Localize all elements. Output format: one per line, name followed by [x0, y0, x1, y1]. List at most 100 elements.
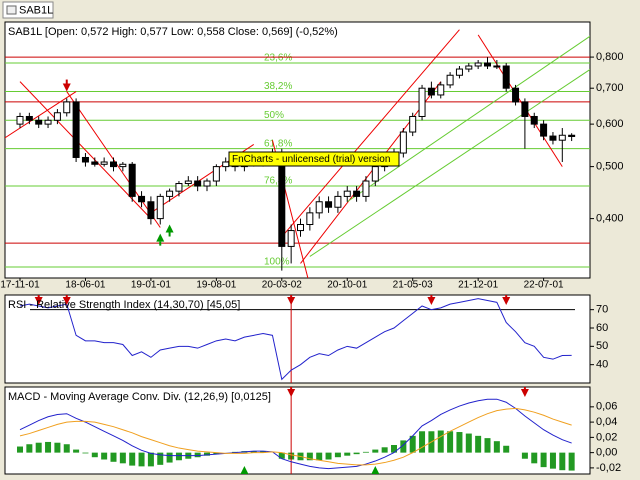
candle-body — [558, 134, 566, 141]
x-tick-label: 18-06-01 — [65, 280, 105, 291]
candle-body — [334, 195, 342, 208]
candle-body — [53, 112, 61, 121]
candle-body — [446, 74, 454, 86]
candle-body — [530, 115, 538, 125]
candle-body — [409, 115, 417, 133]
histogram-bar — [540, 452, 547, 468]
histogram-bar — [475, 435, 482, 453]
histogram-bar — [250, 451, 257, 453]
histogram-bar — [147, 452, 154, 467]
candle-body — [549, 135, 557, 141]
histogram-bar — [213, 452, 220, 455]
y-tick-label: 0,06 — [596, 401, 617, 413]
histogram-bar — [316, 452, 323, 461]
histogram-bar — [175, 452, 182, 461]
y-tick-label: 50 — [596, 340, 608, 352]
candle-body — [287, 230, 295, 247]
candle-body — [25, 115, 33, 121]
candle-body — [119, 163, 127, 168]
tab-label: SAB1L — [19, 4, 53, 16]
histogram-bar — [157, 452, 164, 465]
fib-label: 23,6% — [264, 53, 292, 64]
signal-arrow — [371, 466, 380, 474]
histogram-bar — [484, 438, 491, 453]
histogram-bar — [138, 452, 145, 467]
signal-arrow — [427, 297, 436, 305]
histogram-bar — [260, 451, 267, 453]
candle-body — [371, 166, 379, 182]
histogram-bar — [306, 452, 313, 461]
histogram-bar — [353, 452, 360, 455]
y-tick-label: 0,500 — [596, 161, 624, 173]
x-tick-label: 21-05-03 — [393, 280, 433, 291]
y-tick-label: 0,00 — [596, 447, 617, 459]
histogram-bar — [362, 451, 369, 453]
histogram-bar — [204, 452, 210, 456]
signal-arrow — [502, 297, 511, 305]
candle-body — [353, 190, 361, 197]
histogram-bar — [45, 441, 52, 453]
histogram-bar — [26, 444, 33, 453]
signal-arrow — [287, 389, 296, 397]
candle-body — [418, 87, 426, 117]
candle-body — [278, 152, 286, 247]
candle-body — [100, 161, 108, 165]
y-tick-label: 70 — [596, 304, 608, 316]
histogram-bar — [531, 452, 538, 464]
x-tick-label: 20-03-02 — [262, 280, 302, 291]
x-tick-label: 20-10-01 — [327, 280, 367, 291]
candle-body — [156, 195, 164, 220]
candle-body — [493, 65, 501, 68]
candle-body — [540, 123, 548, 137]
candle-body — [427, 87, 435, 96]
panel-title: RSI - Relative Strength Index (14,30,70)… — [8, 299, 240, 311]
histogram-bar — [119, 452, 126, 464]
trendline — [309, 68, 590, 257]
candle-body — [63, 101, 71, 114]
candle-body — [399, 131, 407, 154]
fib-label: 100% — [264, 257, 290, 268]
trendline — [300, 81, 442, 264]
trendline — [281, 29, 460, 238]
histogram-bar — [503, 445, 510, 453]
histogram-bar — [344, 452, 351, 456]
histogram-bar — [456, 432, 463, 453]
candle-body — [110, 161, 117, 168]
y-tick-label: -0,02 — [596, 462, 621, 474]
histogram-bar — [54, 442, 61, 453]
macd-line — [19, 398, 572, 470]
fib-label: 76,4% — [264, 176, 292, 187]
macd-plot — [17, 387, 575, 474]
histogram-bar — [437, 430, 444, 453]
rsi-plot — [19, 295, 575, 383]
fib-label: 61,8% — [264, 138, 292, 149]
histogram-bar — [568, 452, 575, 471]
signal-arrow — [165, 224, 174, 233]
histogram-bar — [82, 452, 89, 454]
histogram-bar — [465, 433, 472, 453]
panel-title: SAB1L [Open: 0,572 High: 0,577 Low: 0,55… — [8, 26, 338, 38]
candle-body — [166, 190, 174, 197]
histogram-bar — [409, 435, 416, 453]
candle-body — [315, 201, 323, 214]
candle-body — [91, 161, 99, 165]
candle-body — [35, 119, 43, 125]
histogram-bar — [166, 452, 173, 463]
candle-body — [362, 180, 370, 197]
histogram-bar — [63, 444, 70, 453]
candle-body — [521, 101, 529, 117]
x-tick-label: 21-12-01 — [458, 280, 498, 291]
trendline — [346, 35, 590, 203]
y-tick-label: 0,600 — [596, 118, 624, 130]
histogram-bar — [278, 452, 285, 459]
histogram-bar — [110, 452, 117, 462]
fib-label: 50% — [264, 110, 284, 121]
histogram-bar — [381, 447, 388, 453]
candle-body — [16, 115, 24, 125]
histogram-bar — [334, 452, 341, 458]
histogram-bar — [419, 431, 426, 453]
histogram-bar — [493, 441, 500, 453]
candle-body — [325, 201, 333, 208]
histogram-bar — [101, 452, 108, 460]
candle-body — [44, 119, 52, 125]
